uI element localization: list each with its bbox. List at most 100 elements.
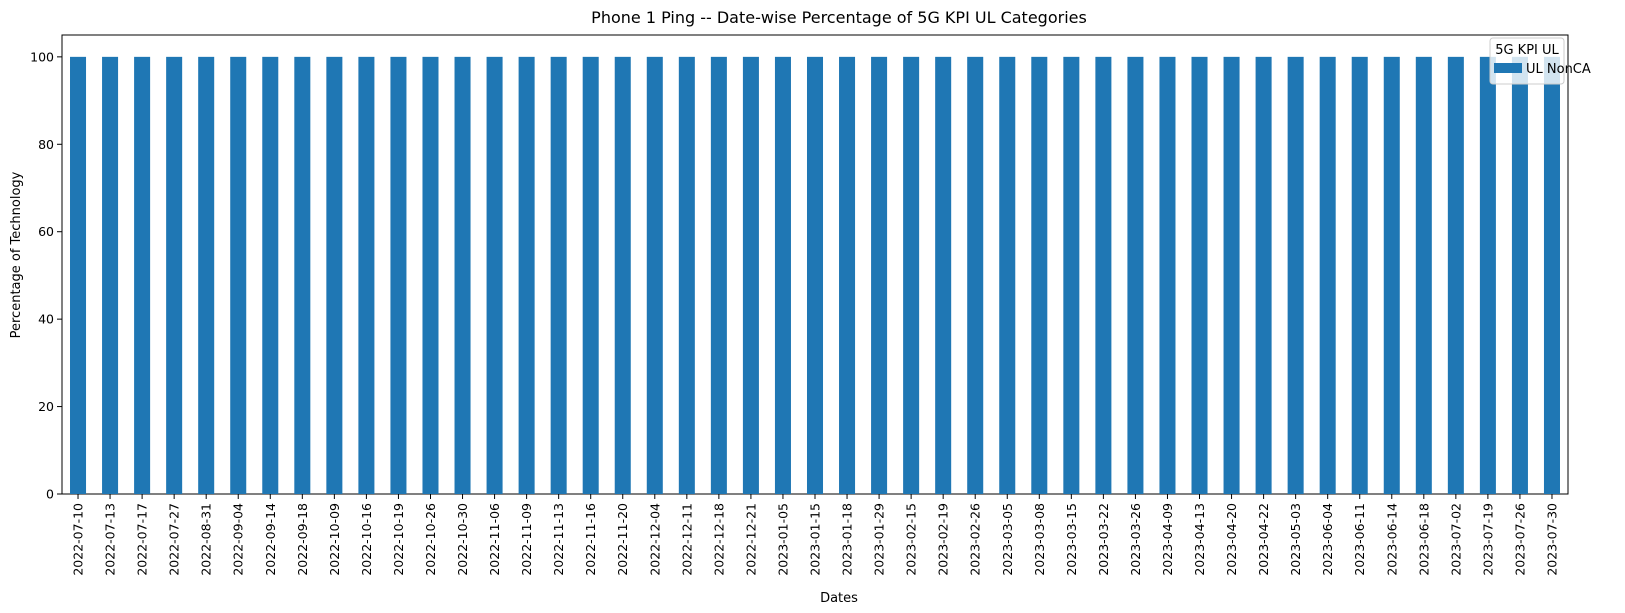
- x-tick-label: 2023-03-05: [1000, 503, 1015, 576]
- bar: [935, 56, 952, 494]
- bar: [1223, 56, 1240, 494]
- bar: [742, 56, 759, 494]
- y-tick-label: 40: [38, 312, 54, 327]
- x-tick-label: 2022-10-19: [391, 503, 406, 576]
- x-tick-label: 2023-06-11: [1352, 503, 1367, 576]
- bar: [1447, 56, 1464, 494]
- x-tick-label: 2022-12-21: [743, 503, 758, 576]
- x-tick-label: 2022-08-31: [199, 503, 214, 576]
- y-tick-label: 20: [38, 399, 54, 414]
- legend-swatch: [1494, 63, 1522, 73]
- y-tick-label: 0: [46, 487, 54, 502]
- bar: [1351, 56, 1368, 494]
- x-tick-label: 2023-06-18: [1416, 503, 1431, 576]
- x-tick-label: 2023-02-19: [936, 503, 951, 576]
- x-tick-label: 2023-01-29: [872, 503, 887, 576]
- x-tick-label: 2023-02-26: [968, 503, 983, 576]
- x-tick-label: 2022-12-18: [711, 503, 726, 576]
- x-tick-label: 2023-03-22: [1096, 503, 1111, 576]
- bar: [454, 56, 471, 494]
- x-tick-label: 2023-05-03: [1288, 503, 1303, 576]
- x-tick-label: 2023-04-09: [1160, 503, 1175, 576]
- y-tick-label: 80: [38, 137, 54, 152]
- x-tick-label: 2023-01-15: [808, 503, 823, 576]
- x-tick-label: 2023-06-14: [1384, 503, 1399, 576]
- x-tick-label: 2022-11-06: [487, 503, 502, 576]
- x-tick-label: 2022-11-13: [551, 503, 566, 576]
- bar: [518, 56, 535, 494]
- x-tick-label: 2022-12-11: [679, 503, 694, 576]
- bar: [806, 56, 824, 494]
- x-tick-label: 2023-03-08: [1032, 503, 1047, 576]
- bar: [1031, 56, 1048, 494]
- bar: [230, 56, 247, 494]
- x-tick-label: 2022-09-14: [263, 503, 278, 576]
- bar: [678, 56, 695, 494]
- bar: [774, 56, 791, 494]
- bar: [1191, 56, 1208, 494]
- bar: [1415, 56, 1432, 494]
- legend-label: UL NonCA: [1526, 62, 1591, 77]
- legend-title: 5G KPI UL: [1495, 43, 1559, 58]
- bar: [390, 56, 407, 494]
- x-tick-label: 2023-07-02: [1448, 503, 1463, 576]
- bar: [1383, 56, 1400, 494]
- bar: [1543, 56, 1560, 494]
- x-tick-label: 2022-10-30: [455, 503, 470, 576]
- y-tick-label: 60: [38, 224, 54, 239]
- x-tick-label: 2022-07-10: [71, 503, 86, 576]
- x-tick-label: 2022-09-04: [231, 503, 246, 576]
- x-tick-label: 2022-12-04: [647, 503, 662, 576]
- x-axis: 2022-07-10 2022-07-13 2022-07-17 2022-07-27…: [71, 494, 1559, 576]
- legend: 5G KPI UL UL NonCA: [1489, 37, 1591, 85]
- bar: [1063, 56, 1080, 494]
- bar: [102, 56, 119, 494]
- bar: [710, 56, 727, 494]
- chart-title: Phone 1 Ping -- Date-wise Percentage of …: [591, 8, 1087, 27]
- x-axis-label: Dates: [820, 591, 858, 606]
- x-tick-label: 2022-07-13: [103, 503, 118, 576]
- x-tick-label: 2023-07-30: [1544, 503, 1559, 576]
- x-tick-label: 2022-11-09: [519, 503, 534, 576]
- x-tick-label: 2022-09-18: [295, 503, 310, 576]
- bar: [1159, 56, 1176, 494]
- bar: [198, 56, 215, 494]
- x-tick-label: 2023-06-04: [1320, 503, 1335, 576]
- bar: [999, 56, 1016, 494]
- x-tick-label: 2023-04-20: [1224, 503, 1239, 576]
- x-tick-label: 2022-07-17: [135, 503, 150, 576]
- bar: [1287, 56, 1304, 494]
- x-tick-label: 2023-04-13: [1192, 503, 1207, 576]
- bar: [262, 56, 279, 494]
- x-tick-label: 2022-11-16: [583, 503, 598, 576]
- x-tick-label: 2023-03-26: [1128, 503, 1143, 576]
- bars-group: [70, 56, 1560, 494]
- bar: [903, 56, 920, 494]
- x-tick-label: 2023-04-22: [1256, 503, 1271, 576]
- bar: [1319, 56, 1336, 494]
- bar: [967, 56, 984, 494]
- x-tick-label: 2023-01-05: [775, 503, 790, 576]
- x-tick-label: 2022-10-16: [359, 503, 374, 576]
- bar: [134, 56, 151, 494]
- y-axis: 0 20 40 60 80 100: [30, 49, 62, 502]
- bar: [326, 56, 343, 494]
- bar: [646, 56, 663, 494]
- bar: [294, 56, 311, 494]
- bar: [1511, 56, 1528, 494]
- bar: [1127, 56, 1144, 494]
- bar: [1479, 56, 1496, 494]
- x-tick-label: 2023-07-26: [1512, 503, 1527, 576]
- y-axis-label: Percentage of Technology: [9, 171, 24, 338]
- x-tick-label: 2022-10-26: [423, 503, 438, 576]
- x-tick-label: 2023-01-18: [840, 503, 855, 576]
- x-tick-label: 2022-11-20: [615, 503, 630, 576]
- bar: [1255, 56, 1272, 494]
- bar: [871, 56, 888, 494]
- bar: [486, 56, 503, 494]
- x-tick-label: 2022-10-09: [327, 503, 342, 576]
- bar: [1095, 56, 1112, 494]
- x-tick-label: 2022-07-27: [167, 503, 182, 576]
- y-tick-label: 100: [30, 49, 54, 64]
